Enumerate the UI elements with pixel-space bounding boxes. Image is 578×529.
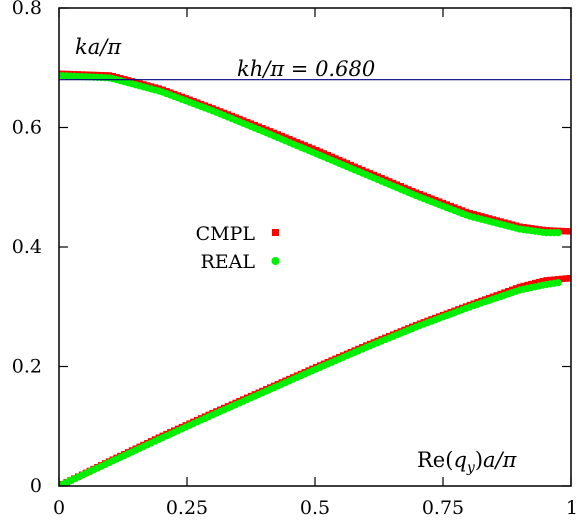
series-real (59, 71, 562, 486)
data-point-cmpl (531, 279, 539, 287)
legend-label-cmpl: CMPL (196, 223, 256, 245)
y-tick-label: 0.4 (12, 236, 42, 258)
series-cmpl (59, 70, 571, 486)
data-point-cmpl (558, 227, 566, 235)
legend-marker-real (271, 257, 280, 265)
y-tick-label: 0.2 (12, 356, 42, 378)
data-point-real (554, 279, 562, 287)
y-tick-label: 0.8 (12, 0, 42, 19)
data-point-cmpl (562, 275, 570, 282)
data-point-cmpl (535, 278, 543, 286)
x-tick-label: 0.75 (422, 497, 464, 519)
data-point-cmpl (543, 277, 550, 284)
y-tick-label: 0 (30, 475, 42, 497)
data-point-cmpl (558, 275, 566, 283)
legend-marker-cmpl (272, 229, 279, 236)
data-point-cmpl (566, 228, 571, 235)
y-tick-label: 0.6 (12, 117, 42, 139)
legend: CMPL REAL (196, 223, 280, 273)
legend-label-real: REAL (200, 251, 255, 273)
x-tick-label: 0.5 (300, 497, 330, 519)
y-axis-label: ka/π (75, 35, 122, 59)
data-series-layer (59, 70, 571, 486)
axis-ticks: 0 0.25 0.5 0.75 1 0 0.2 0.4 0.6 0.8 (12, 0, 578, 519)
data-point-cmpl (547, 276, 554, 284)
data-point-cmpl (566, 274, 571, 282)
x-axis-label: Re(qy)a/π (417, 448, 518, 476)
reference-line-label: kh/π = 0.680 (237, 57, 375, 81)
x-tick-label: 1 (566, 497, 578, 519)
x-tick-label: 0 (53, 497, 65, 519)
data-point-cmpl (539, 277, 547, 285)
data-point-cmpl (562, 228, 570, 235)
data-point-real (554, 229, 562, 237)
data-point-cmpl (551, 276, 558, 283)
x-tick-label: 0.25 (166, 497, 208, 519)
